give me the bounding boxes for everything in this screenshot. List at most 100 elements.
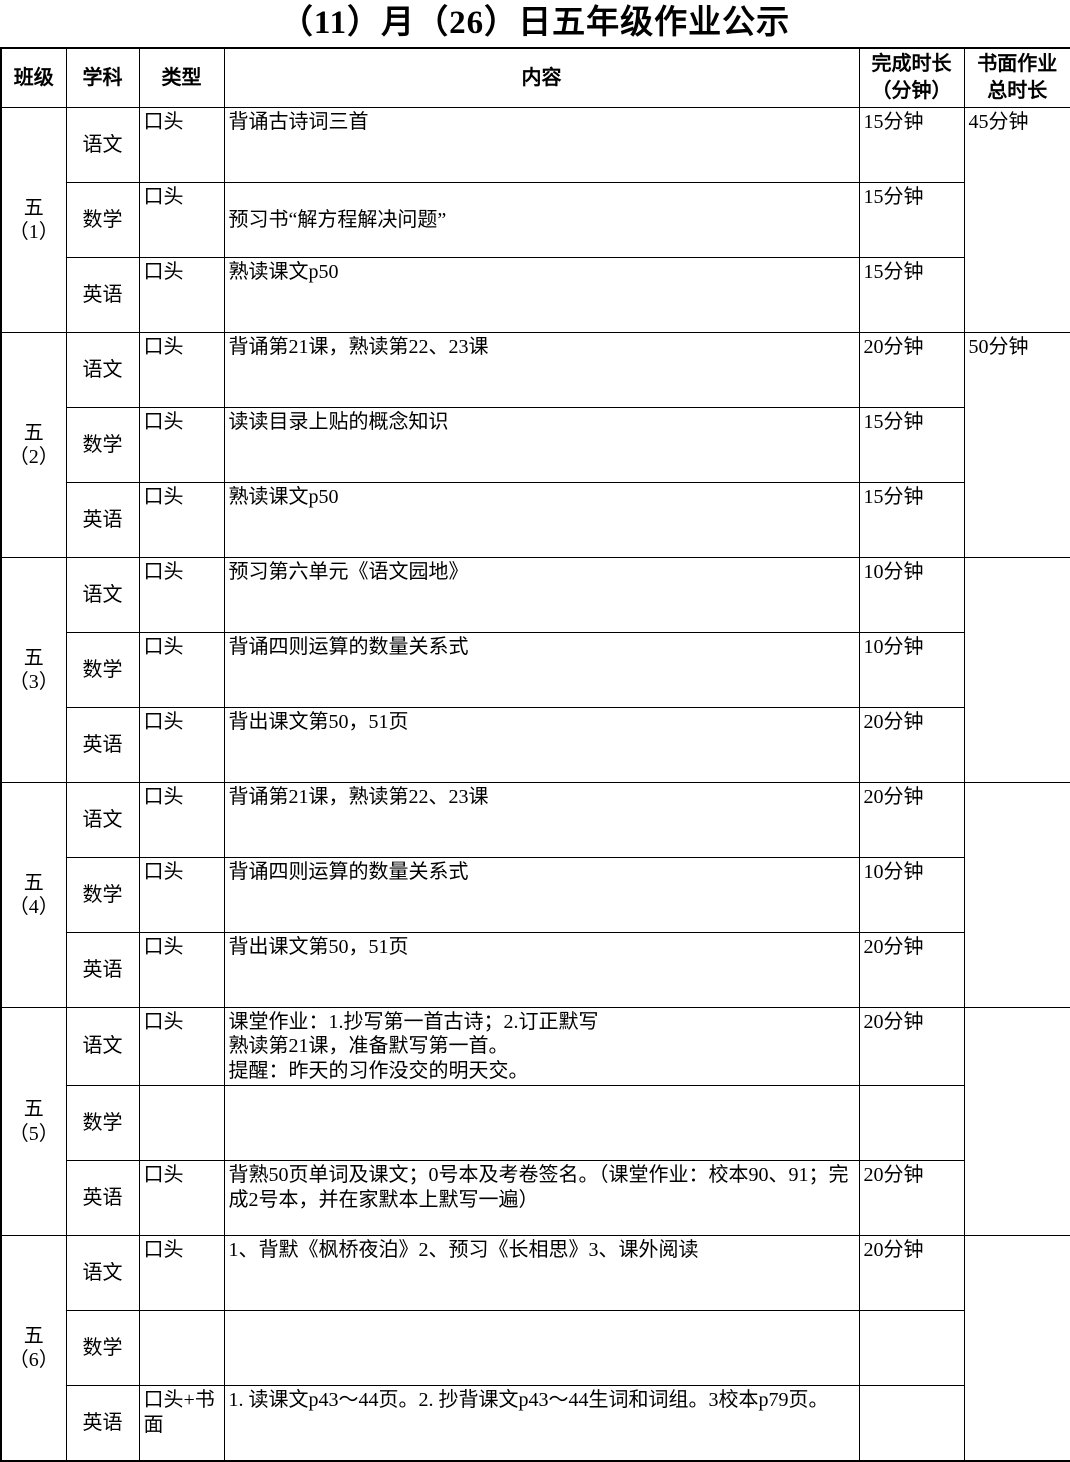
total-cell: 50分钟	[963, 332, 1070, 558]
header-row: 班级 学科 类型 内容 完成时长（分钟） 书面作业总时长	[0, 47, 1070, 108]
header-subject: 学科	[65, 47, 140, 108]
table-row: 数学 口头 读读目录上贴的概念知识 15分钟	[1, 407, 1070, 483]
content-cell: 背诵四则运算的数量关系式	[223, 632, 860, 708]
content-cell: 背诵古诗词三首	[223, 107, 860, 183]
subject-cell: 英语	[65, 1160, 140, 1237]
type-cell: 口头	[138, 332, 225, 408]
class-cell: 五 （1）	[0, 107, 67, 333]
class-name-line2: （6）	[8, 1348, 59, 1371]
subject-cell: 英语	[65, 707, 140, 783]
type-cell: 口头	[138, 1160, 225, 1237]
class-name-line1: 五	[23, 196, 44, 219]
subject-cell: 英语	[65, 257, 140, 333]
table-row: 英语 口头 背出课文第50，51页 20分钟	[1, 707, 1070, 783]
table-row: 五 （1） 语文 口头 背诵古诗词三首 15分钟 45分钟	[0, 107, 1070, 333]
content-cell: 预习书“解方程解决问题”	[223, 182, 860, 258]
homework-table: 班级 学科 类型 内容 完成时长（分钟） 书面作业总时长 五 （1） 语文 口头…	[0, 47, 1070, 1462]
duration-cell	[858, 1385, 965, 1462]
content-cell	[223, 1085, 860, 1162]
duration-cell	[858, 1310, 965, 1387]
duration-cell: 20分钟	[858, 1006, 965, 1087]
table-row: 数学	[1, 1085, 1070, 1162]
subject-cell: 语文	[65, 332, 140, 408]
duration-cell: 20分钟	[858, 332, 965, 408]
header-content: 内容	[223, 47, 860, 108]
class-cell: 五 （5）	[0, 1006, 67, 1237]
content-cell: 熟读课文p50	[223, 482, 860, 558]
class-cell: 五 （4）	[0, 782, 67, 1008]
content-cell: 背诵第21课，熟读第22、23课	[223, 332, 860, 408]
type-cell: 口头	[138, 482, 225, 558]
table-row: 数学 口头 背诵四则运算的数量关系式 10分钟	[1, 632, 1070, 708]
duration-cell: 20分钟	[858, 932, 965, 1008]
class-name-line1: 五	[23, 871, 44, 894]
content-cell: 背诵第21课，熟读第22、23课	[223, 782, 860, 858]
content-cell: 熟读课文p50	[223, 257, 860, 333]
class-cell: 五 （3）	[0, 557, 67, 783]
subject-cell: 语文	[65, 1006, 140, 1087]
subject-cell: 数学	[65, 632, 140, 708]
table-row: 英语 口头 熟读课文p50 15分钟	[1, 482, 1070, 558]
table-row: 五 （5） 语文 口头 课堂作业：1.抄写第一首古诗；2.订正默写 熟读第21课…	[0, 1006, 1070, 1237]
class-name-line2: （2）	[8, 446, 59, 468]
total-cell	[963, 557, 1070, 783]
type-cell: 口头	[138, 257, 225, 333]
subject-cell: 语文	[65, 557, 140, 633]
type-cell: 口头	[138, 932, 225, 1008]
subject-cell: 数学	[65, 407, 140, 483]
duration-cell: 20分钟	[858, 782, 965, 858]
class-cell: 五 （2）	[0, 332, 67, 558]
total-cell: 45分钟	[963, 107, 1070, 333]
subject-cell: 语文	[65, 1235, 140, 1312]
type-cell: 口头	[138, 707, 225, 783]
content-cell: 预习第六单元《语文园地》	[223, 557, 860, 633]
total-cell	[963, 782, 1070, 1008]
table-row: 英语 口头 背熟50页单词及课文；0号本及考卷签名。（课堂作业：校本90、91；…	[1, 1160, 1070, 1237]
content-cell: 背出课文第50，51页	[223, 932, 860, 1008]
subject-cell: 数学	[65, 1085, 140, 1162]
table-row: 英语 口头 熟读课文p50 15分钟	[1, 257, 1070, 333]
subject-cell: 英语	[65, 482, 140, 558]
content-cell	[223, 1310, 860, 1387]
type-cell: 口头	[138, 557, 225, 633]
duration-cell: 15分钟	[858, 257, 965, 333]
header-total: 书面作业总时长	[963, 47, 1070, 108]
type-cell: 口头+书面	[138, 1385, 225, 1462]
content-cell: 1. 读课文p43～44页。2. 抄背课文p43～44生词和词组。3校本p79页…	[223, 1385, 860, 1462]
subject-cell: 语文	[65, 107, 140, 183]
table-row: 数学 口头 背诵四则运算的数量关系式 10分钟	[1, 857, 1070, 933]
class-name-line2: （5）	[8, 1122, 59, 1145]
type-cell: 口头	[138, 632, 225, 708]
duration-cell: 10分钟	[858, 632, 965, 708]
duration-cell: 10分钟	[858, 857, 965, 933]
class-name-line1: 五	[23, 1098, 44, 1121]
type-cell: 口头	[138, 782, 225, 858]
duration-cell: 10分钟	[858, 557, 965, 633]
table-row: 五 （4） 语文 口头 背诵第21课，熟读第22、23课 20分钟	[0, 782, 1070, 1008]
duration-cell: 15分钟	[858, 107, 965, 183]
type-cell: 口头	[138, 857, 225, 933]
type-cell: 口头	[138, 107, 225, 183]
class-name-line2: （4）	[8, 896, 59, 918]
type-cell: 口头	[138, 407, 225, 483]
total-cell	[963, 1006, 1070, 1237]
total-cell	[963, 1235, 1070, 1462]
table-row: 数学 口头 预习书“解方程解决问题” 15分钟	[1, 182, 1070, 258]
header-class: 班级	[0, 47, 67, 108]
content-cell: 背熟50页单词及课文；0号本及考卷签名。（课堂作业：校本90、91；完成2号本，…	[223, 1160, 860, 1237]
subject-cell: 英语	[65, 1385, 140, 1462]
content-cell: 课堂作业：1.抄写第一首古诗；2.订正默写 熟读第21课，准备默写第一首。 提醒…	[223, 1006, 860, 1087]
duration-cell: 15分钟	[858, 482, 965, 558]
header-type: 类型	[138, 47, 225, 108]
subject-cell: 数学	[65, 182, 140, 258]
duration-cell: 20分钟	[858, 1235, 965, 1312]
table-row: 五 （6） 语文 口头 1、背默《枫桥夜泊》2、预习《长相思》3、课外阅读 20…	[0, 1235, 1070, 1462]
class-name-line1: 五	[23, 646, 44, 669]
subject-cell: 数学	[65, 857, 140, 933]
content-cell: 背诵四则运算的数量关系式	[223, 857, 860, 933]
duration-cell: 20分钟	[858, 1160, 965, 1237]
class-name-line2: （1）	[8, 221, 59, 243]
type-cell: 口头	[138, 1235, 225, 1312]
type-cell: 口头	[138, 1006, 225, 1087]
